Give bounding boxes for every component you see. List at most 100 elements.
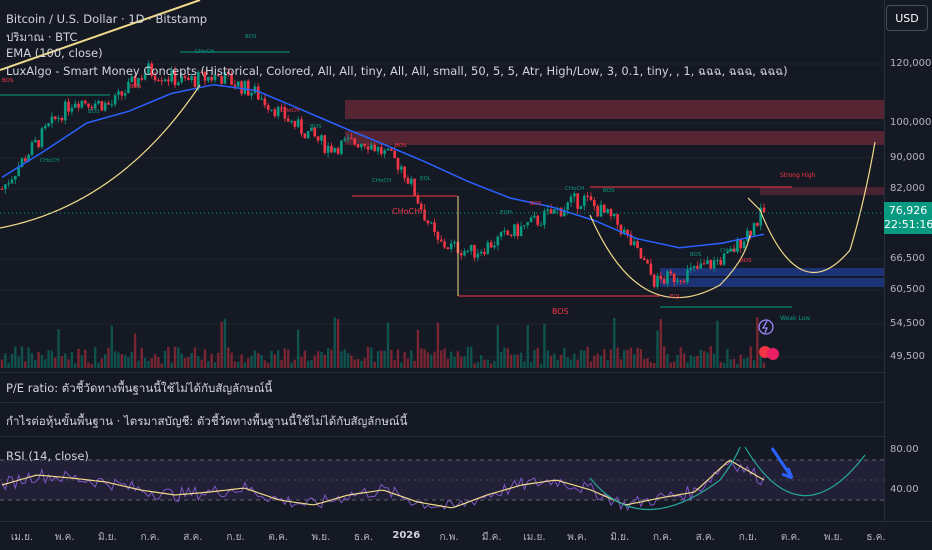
volume-bar: [739, 354, 742, 368]
volume-bar: [563, 348, 566, 368]
candle: [622, 229, 626, 235]
candle: [336, 148, 340, 154]
volume-bar: [752, 360, 756, 368]
volume-bar: [519, 352, 523, 368]
candle: [516, 224, 520, 237]
x-tick: ธ.ค.: [354, 532, 374, 543]
volume-bar: [83, 349, 87, 368]
chart-title[interactable]: Bitcoin / U.S. Dollar · 1D · Bitstamp: [6, 12, 208, 26]
volume-bar: [662, 346, 666, 368]
candle: [183, 76, 187, 78]
supply-zone-3: [760, 187, 884, 195]
volume-bar: [263, 360, 267, 368]
eps-text[interactable]: กำไรต่อหุ้นขั้นพื้นฐาน · ไตรมาสบัญชี: ตั…: [6, 414, 408, 428]
candle: [486, 242, 490, 254]
volume-bar: [736, 363, 739, 368]
volume-bar: [190, 353, 193, 368]
volume-bar: [333, 317, 336, 368]
volume-bar: [609, 349, 613, 368]
candle: [350, 138, 353, 140]
volume-bar: [696, 355, 699, 368]
candle: [243, 80, 247, 94]
pane-separator[interactable]: [0, 402, 884, 403]
candle: [686, 269, 689, 283]
candle: [380, 146, 383, 154]
volume-bar: [596, 353, 599, 368]
candle: [443, 241, 446, 248]
candle: [137, 78, 140, 87]
candle: [749, 230, 752, 236]
volume-bar: [343, 349, 346, 368]
candle: [17, 166, 20, 176]
candle: [503, 230, 506, 232]
candle: [37, 140, 40, 147]
volume-bar: [646, 357, 649, 368]
volume-bar: [107, 347, 110, 368]
volume-bar: [140, 347, 143, 368]
candle: [453, 241, 456, 244]
volume-bar: [416, 329, 420, 368]
volume-bar: [227, 347, 230, 368]
volume-bar: [187, 356, 190, 368]
candle: [416, 195, 420, 204]
volume-bar: [433, 351, 436, 368]
volume-bar: [406, 358, 410, 368]
candle: [20, 158, 24, 167]
volume-bar: [24, 361, 27, 368]
candle: [573, 193, 576, 197]
ema-legend[interactable]: EMA (100, close): [6, 46, 103, 60]
candle: [699, 263, 703, 269]
candle: [40, 128, 44, 147]
y-tick: 66,500: [890, 253, 925, 264]
candle: [216, 75, 220, 77]
volume-bar: [666, 353, 669, 368]
candle: [113, 95, 117, 105]
candle: [493, 245, 496, 248]
volume-bar: [456, 351, 460, 368]
smc-legend[interactable]: LuxAlgo - Smart Money Concepts (Historic…: [6, 64, 788, 78]
candle: [479, 251, 483, 254]
volume-bar: [643, 359, 646, 368]
pane-separator[interactable]: [0, 372, 884, 373]
volume-bar: [606, 360, 609, 368]
x-tick: พ.ค.: [54, 532, 75, 543]
candle: [386, 148, 390, 151]
volume-bar: [163, 350, 167, 368]
candle: [226, 71, 230, 75]
volume-bar: [290, 362, 293, 368]
candle: [370, 144, 373, 150]
volume-bar: [756, 317, 759, 368]
candle: [599, 204, 603, 217]
candle: [636, 241, 639, 248]
volume-bar: [200, 359, 203, 368]
pane-separator[interactable]: [0, 521, 932, 522]
smc-label: BOS: [2, 78, 14, 84]
volume-bar: [403, 351, 406, 368]
volume-bar: [526, 325, 529, 368]
volume-bar: [576, 359, 579, 368]
rsi-legend[interactable]: RSI (14, close): [6, 449, 89, 463]
strong-high-label: Strong High: [780, 172, 816, 179]
candle: [506, 230, 510, 235]
volume-bar: [626, 350, 629, 368]
candle: [576, 193, 579, 209]
trend-line: [0, 0, 201, 71]
currency-button[interactable]: USD: [886, 5, 928, 31]
candle: [732, 248, 736, 252]
candle: [70, 107, 74, 112]
volume-bar: [50, 350, 54, 368]
volume-bar: [649, 362, 653, 368]
candle: [90, 106, 94, 109]
candle: [67, 101, 70, 112]
pane-separator[interactable]: [0, 436, 884, 437]
smc-label: EQH: [500, 210, 512, 216]
volume-bar: [599, 355, 603, 368]
volume-legend[interactable]: ปริมาณ · BTC: [6, 30, 78, 44]
candle: [466, 250, 470, 252]
volume-bar: [676, 355, 679, 368]
candle: [592, 199, 596, 207]
volume-bar: [326, 347, 330, 368]
pe-ratio-text[interactable]: P/E ratio: ตัวชี้วัดทางพื้นฐานนี้ใช้ไม่ไ…: [6, 381, 273, 395]
volume-bar: [80, 355, 84, 368]
